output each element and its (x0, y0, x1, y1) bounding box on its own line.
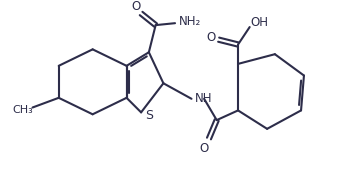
Text: CH₃: CH₃ (12, 105, 33, 115)
Text: O: O (200, 142, 209, 155)
Text: O: O (132, 0, 141, 13)
Text: NH: NH (195, 92, 213, 105)
Text: OH: OH (250, 16, 268, 29)
Text: S: S (145, 109, 153, 122)
Text: NH₂: NH₂ (178, 15, 201, 28)
Text: O: O (206, 31, 215, 44)
